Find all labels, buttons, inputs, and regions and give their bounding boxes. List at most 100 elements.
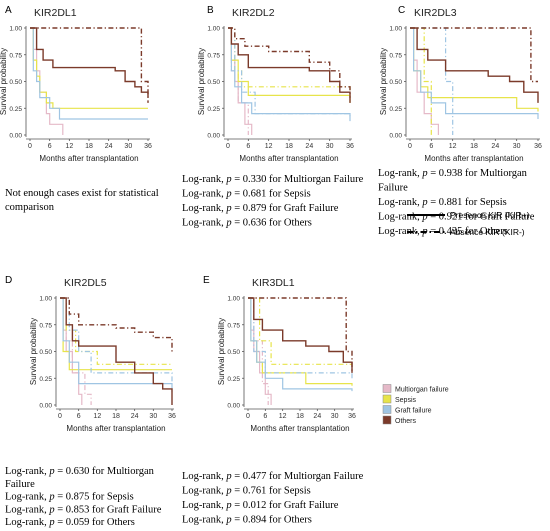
y-tick-label: 0.25 [207,106,220,113]
y-tick-label: 0.25 [227,376,240,383]
x-tick-label: 18 [285,143,293,150]
logrank-stat-line: Log-rank, p = 0.330 for Multiorgan Failu… [182,174,364,185]
survival-curve-others-presence [410,27,539,103]
panel-a: A KIR2DL1 0.00 0.25 0.50 0.75 1.00 0 6 12 18 24 30 36… [0,5,159,213]
x-tick-label: 18 [296,413,304,420]
x-tick-label: 6 [77,413,81,420]
y-tick-label: 0.50 [207,79,220,86]
x-tick-label: 30 [326,143,334,150]
logrank-stat-line: Log-rank, p = 0.636 for Others [182,218,312,229]
survival-curve-others-absence [410,27,538,83]
y-tick-label: 0.50 [389,79,402,86]
x-tick-label: 12 [65,143,73,150]
logrank-stat-line: Failure [378,183,408,194]
survival-curve-sepsis-absence [248,297,352,365]
panel-letter: C [398,5,405,16]
y-tick-label: 0.75 [227,322,240,329]
y-tick-label: 0.75 [207,52,220,59]
y-axis-label: Survival probability [0,48,8,115]
logrank-stat-line: Log-rank, p = 0.681 for Sepsis [182,189,311,200]
y-tick-label: 0.00 [207,133,220,140]
cause-legend: Multiorgan failure Sepsis Graft failure Oth… [382,384,449,425]
x-tick-label: 6 [429,143,433,150]
panel-letter: A [5,5,12,16]
logrank-stat-line: Log-rank, p = 0.938 for Multiorgan [378,168,528,179]
logrank-stat-line: Log-rank, p = 0.012 for Graft Failure [182,500,339,511]
x-tick-label: 24 [131,413,139,420]
y-axis-label: Survival probability [197,48,206,115]
survival-curve-sepsis-presence [410,27,539,112]
x-tick-label: 12 [449,143,457,150]
y-tick-label: 0.25 [39,376,52,383]
y-tick-label: 0.00 [9,133,22,140]
x-tick-label: 36 [534,143,542,150]
y-tick-label: 0.75 [389,52,402,59]
panel-d: D KIR2DL5 0.00 0.25 0.50 0.75 1.00 0 6 12 18 24 30 36… [5,275,176,528]
legend-label: Graft failure [395,408,432,415]
x-tick-label: 6 [263,413,267,420]
legend-swatch-others [382,415,392,425]
x-tick-label: 0 [408,143,412,150]
logrank-stat-line: Log-rank, p = 0.894 for Others [182,515,312,526]
panel-letter: B [207,5,214,16]
survival-curve-graft-failure-presence [410,27,539,119]
panel-c: C KIR2DL3 0.00 0.25 0.50 0.75 1.00 0 6 12 18 24 30 36… [378,5,542,237]
x-tick-label: 12 [265,143,273,150]
survival-curve-graft-failure-absence [248,297,353,379]
x-tick-label: 30 [513,143,521,150]
survival-curve-others-absence [248,297,353,373]
survival-curve-others-presence [60,297,173,405]
x-tick-label: 0 [226,143,230,150]
presence-legend-label: Presence KIR (KIR+) [450,210,530,220]
y-axis-label: Survival probability [379,48,388,115]
legend-label: Sepsis [395,397,417,404]
panel-title: KIR3DL1 [252,277,295,289]
survival-curve-graft-failure-presence [228,27,351,122]
logrank-stat-line: Log-rank, p = 0.630 for Multiorgan [5,466,155,477]
panel-b: B KIR2DL2 0.00 0.25 0.50 0.75 1.00 0 6 12 18 24 30 36… [182,5,364,229]
logrank-stat-line: Log-rank, p = 0.875 for Sepsis [5,492,134,503]
x-tick-label: 0 [28,143,32,150]
logrank-stat-line: Log-rank, p = 0.059 for Others [5,517,135,528]
y-tick-label: 0.00 [389,133,402,140]
x-tick-label: 36 [348,413,356,420]
legend-swatch-sepsis [382,394,392,404]
survival-curve-others-presence [228,27,351,103]
survival-curve-others-absence [60,297,173,352]
x-tick-label: 36 [346,143,354,150]
legend-swatch-graft-failure [382,405,392,414]
logrank-stat-line: Log-rank, p = 0.853 for Graft Failure [5,504,162,515]
x-tick-label: 30 [331,413,339,420]
y-tick-label: 0.25 [9,106,22,113]
logrank-stat-line: Log-rank, p = 0.881 for Sepsis [378,197,507,208]
legend-label: Others [395,418,417,425]
y-tick-label: 0.75 [9,52,22,59]
x-axis-label: Months after transplantation [239,154,338,163]
absence-legend-label: Absence KIR (KIR-) [450,227,525,237]
logrank-stat-line: Log-rank, p = 0.879 for Graft Failure [182,203,339,214]
x-axis-label: Months after transplantation [39,154,138,163]
x-axis-label: Months after transplantation [250,424,349,433]
x-tick-label: 12 [279,413,287,420]
x-tick-label: 24 [305,143,313,150]
survival-curve-multiorgan-failure-presence [30,27,64,135]
y-tick-label: 0.25 [389,106,402,113]
x-tick-label: 0 [58,413,62,420]
x-tick-label: 24 [105,143,113,150]
logrank-stat-line: Log-rank, p = 0.761 for Sepsis [182,486,311,497]
survival-curve-multiorgan-failure-absence [60,297,92,405]
y-tick-label: 1.00 [39,296,52,303]
note-text-line: comparison [5,202,55,213]
legend-swatch-multiorgan-failure [382,384,392,393]
x-tick-label: 30 [124,143,132,150]
y-tick-label: 1.00 [389,26,402,33]
panel-title: KIR2DL2 [232,7,275,19]
y-axis-label: Survival probability [217,318,226,385]
x-tick-label: 24 [491,143,499,150]
x-tick-label: 30 [149,413,157,420]
line-style-legend: Presence KIR (KIR+) Absence KIR (KIR-) [407,210,530,237]
logrank-stat-line: Log-rank, p = 0.477 for Multiorgan Failu… [182,471,364,482]
panel-letter: D [5,275,12,286]
x-tick-label: 0 [246,413,250,420]
x-tick-label: 18 [85,143,93,150]
